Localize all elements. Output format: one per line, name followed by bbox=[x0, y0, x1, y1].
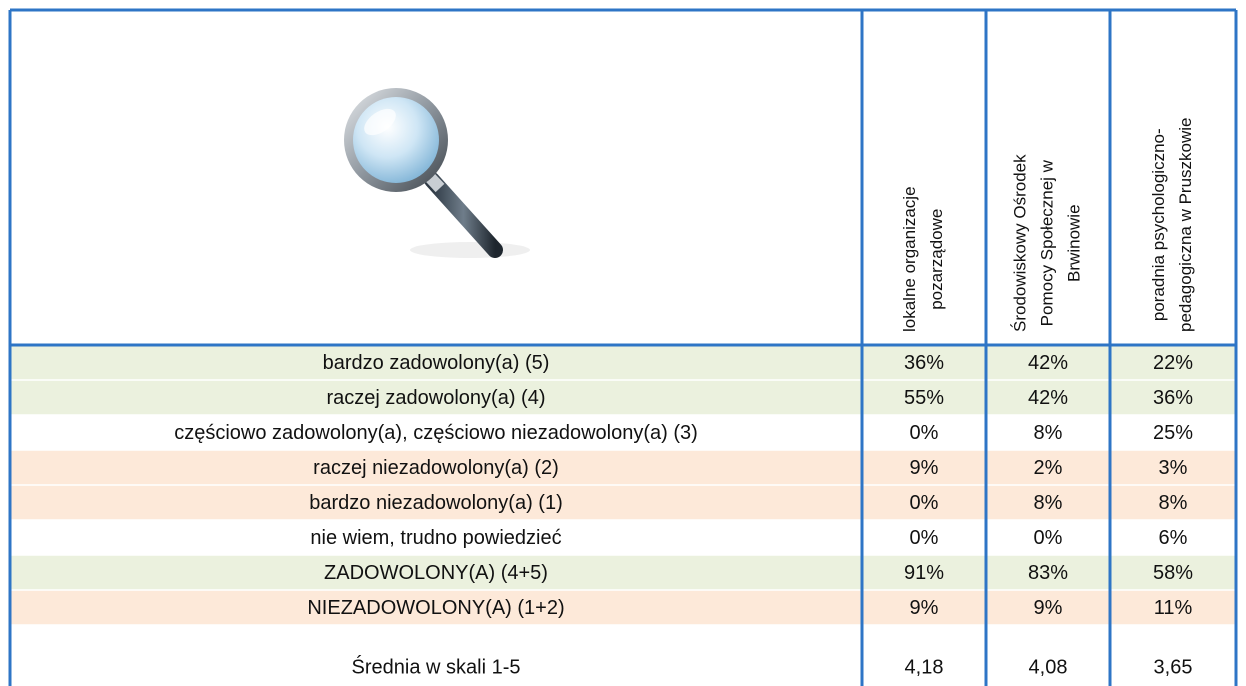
cell-value: 42% bbox=[1028, 352, 1068, 374]
cell-value: 4,18 bbox=[905, 656, 944, 678]
row-label: raczej zadowolony(a) (4) bbox=[327, 387, 546, 409]
cell-value: 8% bbox=[1034, 492, 1063, 514]
cell-value: 9% bbox=[910, 457, 939, 479]
cell-value: 0% bbox=[910, 527, 939, 549]
column-header: pozarządowe bbox=[927, 209, 946, 310]
cell-value: 58% bbox=[1153, 562, 1193, 584]
cell-value: 9% bbox=[1034, 597, 1063, 619]
row-label: nie wiem, trudno powiedzieć bbox=[310, 527, 561, 549]
row-bg bbox=[10, 625, 1236, 686]
row-bg bbox=[10, 415, 1236, 450]
cell-value: 36% bbox=[1153, 387, 1193, 409]
cell-value: 3,65 bbox=[1154, 656, 1193, 678]
cell-value: 55% bbox=[904, 387, 944, 409]
cell-value: 11% bbox=[1154, 597, 1193, 619]
cell-value: 8% bbox=[1159, 492, 1188, 514]
cell-value: 25% bbox=[1153, 422, 1193, 444]
cell-value: 91% bbox=[904, 562, 944, 584]
row-bg bbox=[10, 520, 1236, 555]
cell-value: 0% bbox=[910, 492, 939, 514]
cell-value: 22% bbox=[1153, 352, 1193, 374]
column-header: pedagogiczna w Pruszkowie bbox=[1176, 117, 1195, 332]
row-label: ZADOWOLONY(A) (4+5) bbox=[324, 562, 548, 584]
cell-value: 0% bbox=[1034, 527, 1063, 549]
row-bg bbox=[10, 590, 1236, 625]
cell-value: 6% bbox=[1159, 527, 1188, 549]
rows: bardzo zadowolony(a) (5) 36% 42% 22% raczej … bbox=[10, 345, 1236, 686]
column-header: lokalne organizacje bbox=[900, 186, 919, 332]
row-bg bbox=[10, 485, 1236, 520]
table-borders: lokalne organizacje pozarządowe Środowisko… bbox=[8, 8, 1238, 686]
row-label: NIEZADOWOLONY(A) (1+2) bbox=[307, 597, 564, 619]
row-bg bbox=[10, 380, 1236, 415]
column-header: poradnia psychologiczno- bbox=[1149, 128, 1168, 321]
row-label: częściowo zadowolony(a), częściowo nieza… bbox=[174, 422, 698, 444]
cell-value: 42% bbox=[1028, 387, 1068, 409]
cell-value: 0% bbox=[910, 422, 939, 444]
cell-value: 83% bbox=[1028, 562, 1068, 584]
row-bg bbox=[10, 345, 1236, 380]
cell-value: 9% bbox=[910, 597, 939, 619]
column-header: Środowiskowy Ośrodek bbox=[1010, 154, 1029, 332]
cell-value: 3% bbox=[1159, 457, 1188, 479]
cell-value: 2% bbox=[1034, 457, 1063, 479]
cell-value: 36% bbox=[904, 352, 944, 374]
column-header: Brwinowie bbox=[1064, 204, 1083, 281]
magnifier-icon bbox=[344, 88, 530, 258]
row-label: bardzo niezadowolony(a) (1) bbox=[309, 492, 562, 514]
row-bg bbox=[10, 555, 1236, 590]
row-label: bardzo zadowolony(a) (5) bbox=[323, 352, 550, 374]
row-label: Średnia w skali 1-5 bbox=[352, 654, 521, 678]
cell-value: 4,08 bbox=[1029, 656, 1068, 678]
column-header: Pomocy Społecznej w bbox=[1037, 159, 1056, 326]
cell-value: 8% bbox=[1034, 422, 1063, 444]
row-bg bbox=[10, 450, 1236, 485]
row-label: raczej niezadowolony(a) (2) bbox=[313, 457, 559, 479]
